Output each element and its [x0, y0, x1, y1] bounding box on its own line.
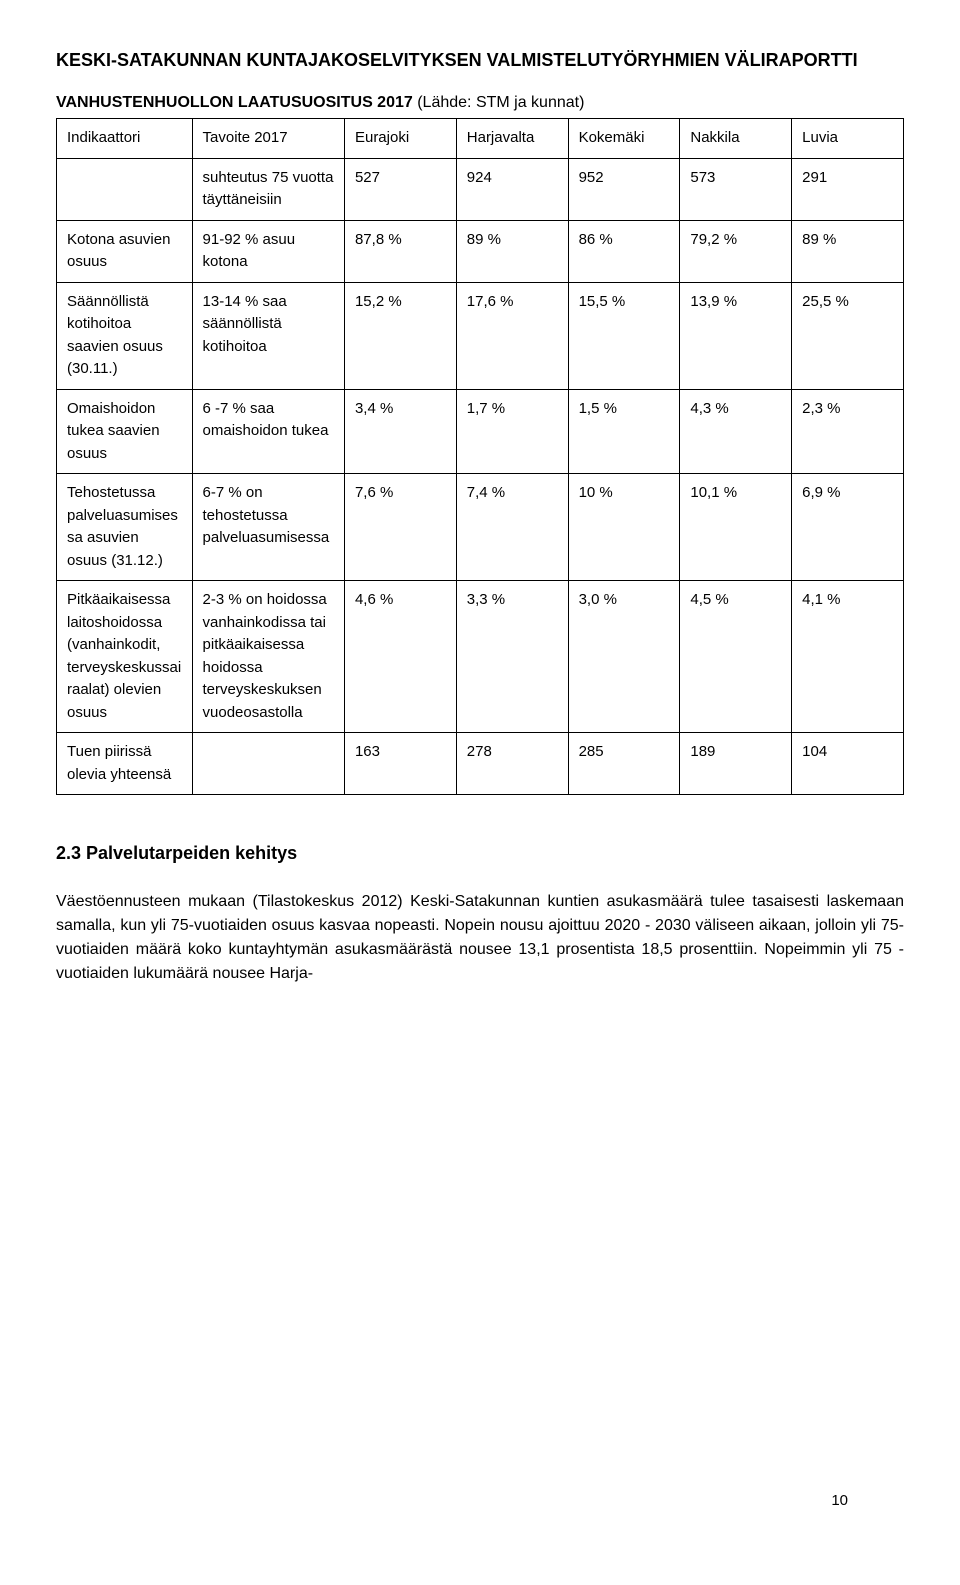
table-cell: 104	[792, 733, 904, 795]
table-cell: 4,6 %	[344, 581, 456, 733]
table-cell: 4,3 %	[680, 389, 792, 474]
page-number: 10	[831, 1492, 848, 1509]
table-header-row: Indikaattori Tavoite 2017 Eurajoki Harja…	[57, 119, 904, 159]
table-row: Kotona asuvien osuus91-92 % asuu kotona8…	[57, 220, 904, 282]
table-cell: 189	[680, 733, 792, 795]
table-row: Säännöllistä kotihoitoa saavien osuus (3…	[57, 282, 904, 389]
th-nakkila: Nakkila	[680, 119, 792, 159]
table-cell: Pitkäaikaisessa laitoshoidossa (vanhaink…	[57, 581, 193, 733]
th-luvia: Luvia	[792, 119, 904, 159]
table-cell: 6 -7 % saa omaishoidon tukea	[192, 389, 344, 474]
table-row: Pitkäaikaisessa laitoshoidossa (vanhaink…	[57, 581, 904, 733]
section-body: Väestöennusteen mukaan (Tilastokeskus 20…	[56, 890, 904, 986]
table-cell: 285	[568, 733, 680, 795]
indicator-table: Indikaattori Tavoite 2017 Eurajoki Harja…	[56, 118, 904, 795]
th-eurajoki: Eurajoki	[344, 119, 456, 159]
table-cell: 91-92 % asuu kotona	[192, 220, 344, 282]
table-cell: 1,5 %	[568, 389, 680, 474]
table-cell: Kotona asuvien osuus	[57, 220, 193, 282]
table-cell: 15,5 %	[568, 282, 680, 389]
table-cell	[192, 733, 344, 795]
section-heading: 2.3 Palvelutarpeiden kehitys	[56, 843, 904, 864]
table-row: suhteutus 75 vuotta täyttäneisiin5279249…	[57, 158, 904, 220]
table-cell: Säännöllistä kotihoitoa saavien osuus (3…	[57, 282, 193, 389]
th-indikaattori: Indikaattori	[57, 119, 193, 159]
table-cell: 7,6 %	[344, 474, 456, 581]
table-cell: 7,4 %	[456, 474, 568, 581]
table-cell: 17,6 %	[456, 282, 568, 389]
table-cell: 79,2 %	[680, 220, 792, 282]
table-cell: 13-14 % saa säännöllistä kotihoitoa	[192, 282, 344, 389]
subtitle-rest: (Lähde: STM ja kunnat)	[413, 94, 585, 111]
table-cell: 3,3 %	[456, 581, 568, 733]
table-cell: Tuen piirissä olevia yhteensä	[57, 733, 193, 795]
table-cell: 10 %	[568, 474, 680, 581]
table-cell: suhteutus 75 vuotta täyttäneisiin	[192, 158, 344, 220]
table-cell	[57, 158, 193, 220]
table-cell: 3,0 %	[568, 581, 680, 733]
table-cell: 25,5 %	[792, 282, 904, 389]
table-cell: 924	[456, 158, 568, 220]
table-row: Tuen piirissä olevia yhteensä 16327828518…	[57, 733, 904, 795]
table-cell: 291	[792, 158, 904, 220]
table-cell: 87,8 %	[344, 220, 456, 282]
table-cell: Omaishoidon tukea saavien osuus	[57, 389, 193, 474]
th-harjavalta: Harjavalta	[456, 119, 568, 159]
subtitle: VANHUSTENHUOLLON LAATUSUOSITUS 2017 (Läh…	[56, 94, 904, 112]
table-cell: 86 %	[568, 220, 680, 282]
table-cell: 4,5 %	[680, 581, 792, 733]
table-cell: 1,7 %	[456, 389, 568, 474]
table-cell: 4,1 %	[792, 581, 904, 733]
table-cell: 15,2 %	[344, 282, 456, 389]
table-cell: 6-7 % on tehostetussa palveluasumisessa	[192, 474, 344, 581]
table-cell: 89 %	[456, 220, 568, 282]
table-cell: 13,9 %	[680, 282, 792, 389]
table-cell: 527	[344, 158, 456, 220]
table-cell: 2,3 %	[792, 389, 904, 474]
table-cell: 163	[344, 733, 456, 795]
page-title: KESKI-SATAKUNNAN KUNTAJAKOSELVITYKSEN VA…	[56, 48, 904, 72]
table-cell: Tehostetussa palveluasumisessa asuvien o…	[57, 474, 193, 581]
table-cell: 10,1 %	[680, 474, 792, 581]
th-kokemaki: Kokemäki	[568, 119, 680, 159]
table-cell: 278	[456, 733, 568, 795]
table-cell: 89 %	[792, 220, 904, 282]
table-cell: 2-3 % on hoidossa vanhainkodissa tai pit…	[192, 581, 344, 733]
table-cell: 3,4 %	[344, 389, 456, 474]
subtitle-bold: VANHUSTENHUOLLON LAATUSUOSITUS 2017	[56, 94, 413, 111]
th-tavoite: Tavoite 2017	[192, 119, 344, 159]
table-row: Tehostetussa palveluasumisessa asuvien o…	[57, 474, 904, 581]
table-cell: 6,9 %	[792, 474, 904, 581]
table-cell: 573	[680, 158, 792, 220]
table-cell: 952	[568, 158, 680, 220]
table-row: Omaishoidon tukea saavien osuus6 -7 % sa…	[57, 389, 904, 474]
